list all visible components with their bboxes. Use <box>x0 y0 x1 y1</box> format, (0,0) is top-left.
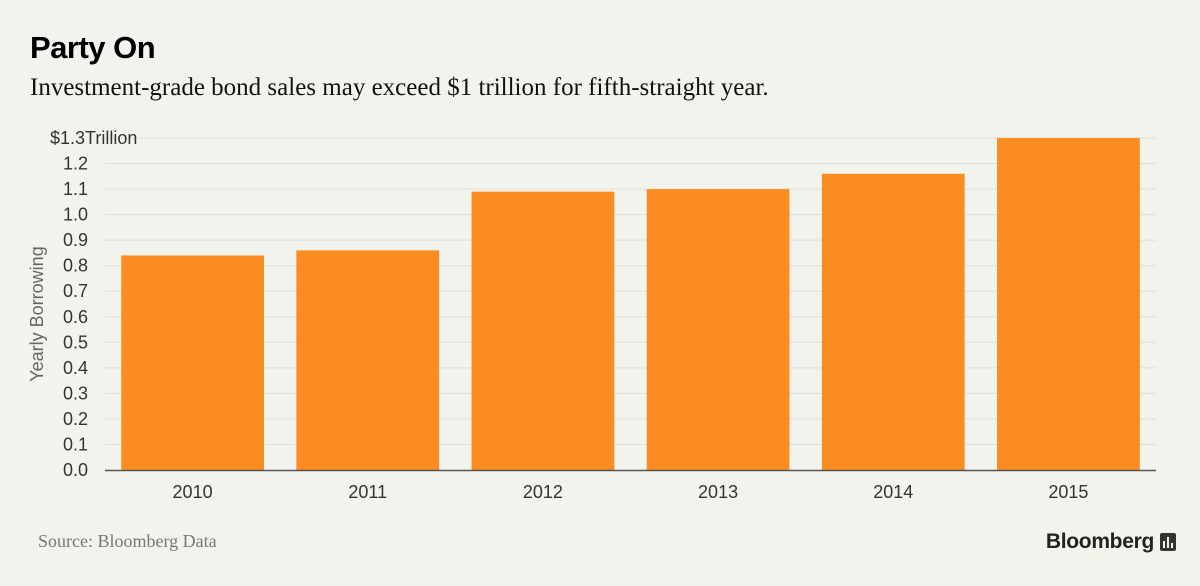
y-tick-label: 0.0 <box>63 460 88 480</box>
gridlines <box>105 137 1156 445</box>
brand-logo: Bloomberg <box>1046 530 1176 554</box>
x-axis-ticks: 2010 2011 2012 2013 2014 2015 <box>173 482 1089 502</box>
y-tick-label: 1.2 <box>63 154 88 174</box>
x-tick-label: 2014 <box>873 482 913 502</box>
x-tick-label: 2012 <box>523 482 563 502</box>
chart-bars-icon <box>1160 533 1176 551</box>
y-tick-label: 0.1 <box>63 434 88 454</box>
y-axis-ticks: 0.0 0.1 0.2 0.3 0.4 0.5 0.6 0.7 0.8 0.9 1.0 1.1 1.2 $… <box>50 128 137 480</box>
bars <box>121 138 1140 471</box>
chart-title: Party On <box>30 30 156 65</box>
x-tick-label: 2013 <box>698 482 738 502</box>
y-tick-label: 0.3 <box>63 383 88 403</box>
y-tick-label: 0.8 <box>63 256 88 276</box>
bar-2010 <box>121 255 264 470</box>
y-tick-label: 1.1 <box>63 179 88 199</box>
chart-subtitle: Investment-grade bond sales may exceed $… <box>30 74 769 101</box>
brand-name: Bloomberg <box>1045 530 1154 553</box>
y-tick-label: $1.3Trillion <box>50 128 137 148</box>
bar-2014 <box>821 173 965 470</box>
bar-2011 <box>296 250 440 470</box>
y-tick-label: 0.7 <box>63 281 88 301</box>
x-tick-label: 2015 <box>1048 482 1088 502</box>
bar-2015 <box>997 138 1140 470</box>
bar-2012 <box>471 191 615 470</box>
y-tick-label: 0.2 <box>63 409 88 429</box>
x-tick-label: 2010 <box>173 482 213 502</box>
y-tick-label: 0.5 <box>63 332 88 352</box>
y-tick-label: 0.9 <box>63 230 88 250</box>
source-note: Source: Bloomberg Data <box>38 531 217 551</box>
y-tick-label: 0.4 <box>63 358 88 378</box>
y-axis-label: Yearly Borrowing <box>27 246 47 381</box>
y-tick-label: 1.0 <box>63 205 88 225</box>
y-tick-label: 0.6 <box>63 307 88 327</box>
x-tick-label: 2011 <box>348 482 387 502</box>
bar-2013 <box>646 189 790 471</box>
